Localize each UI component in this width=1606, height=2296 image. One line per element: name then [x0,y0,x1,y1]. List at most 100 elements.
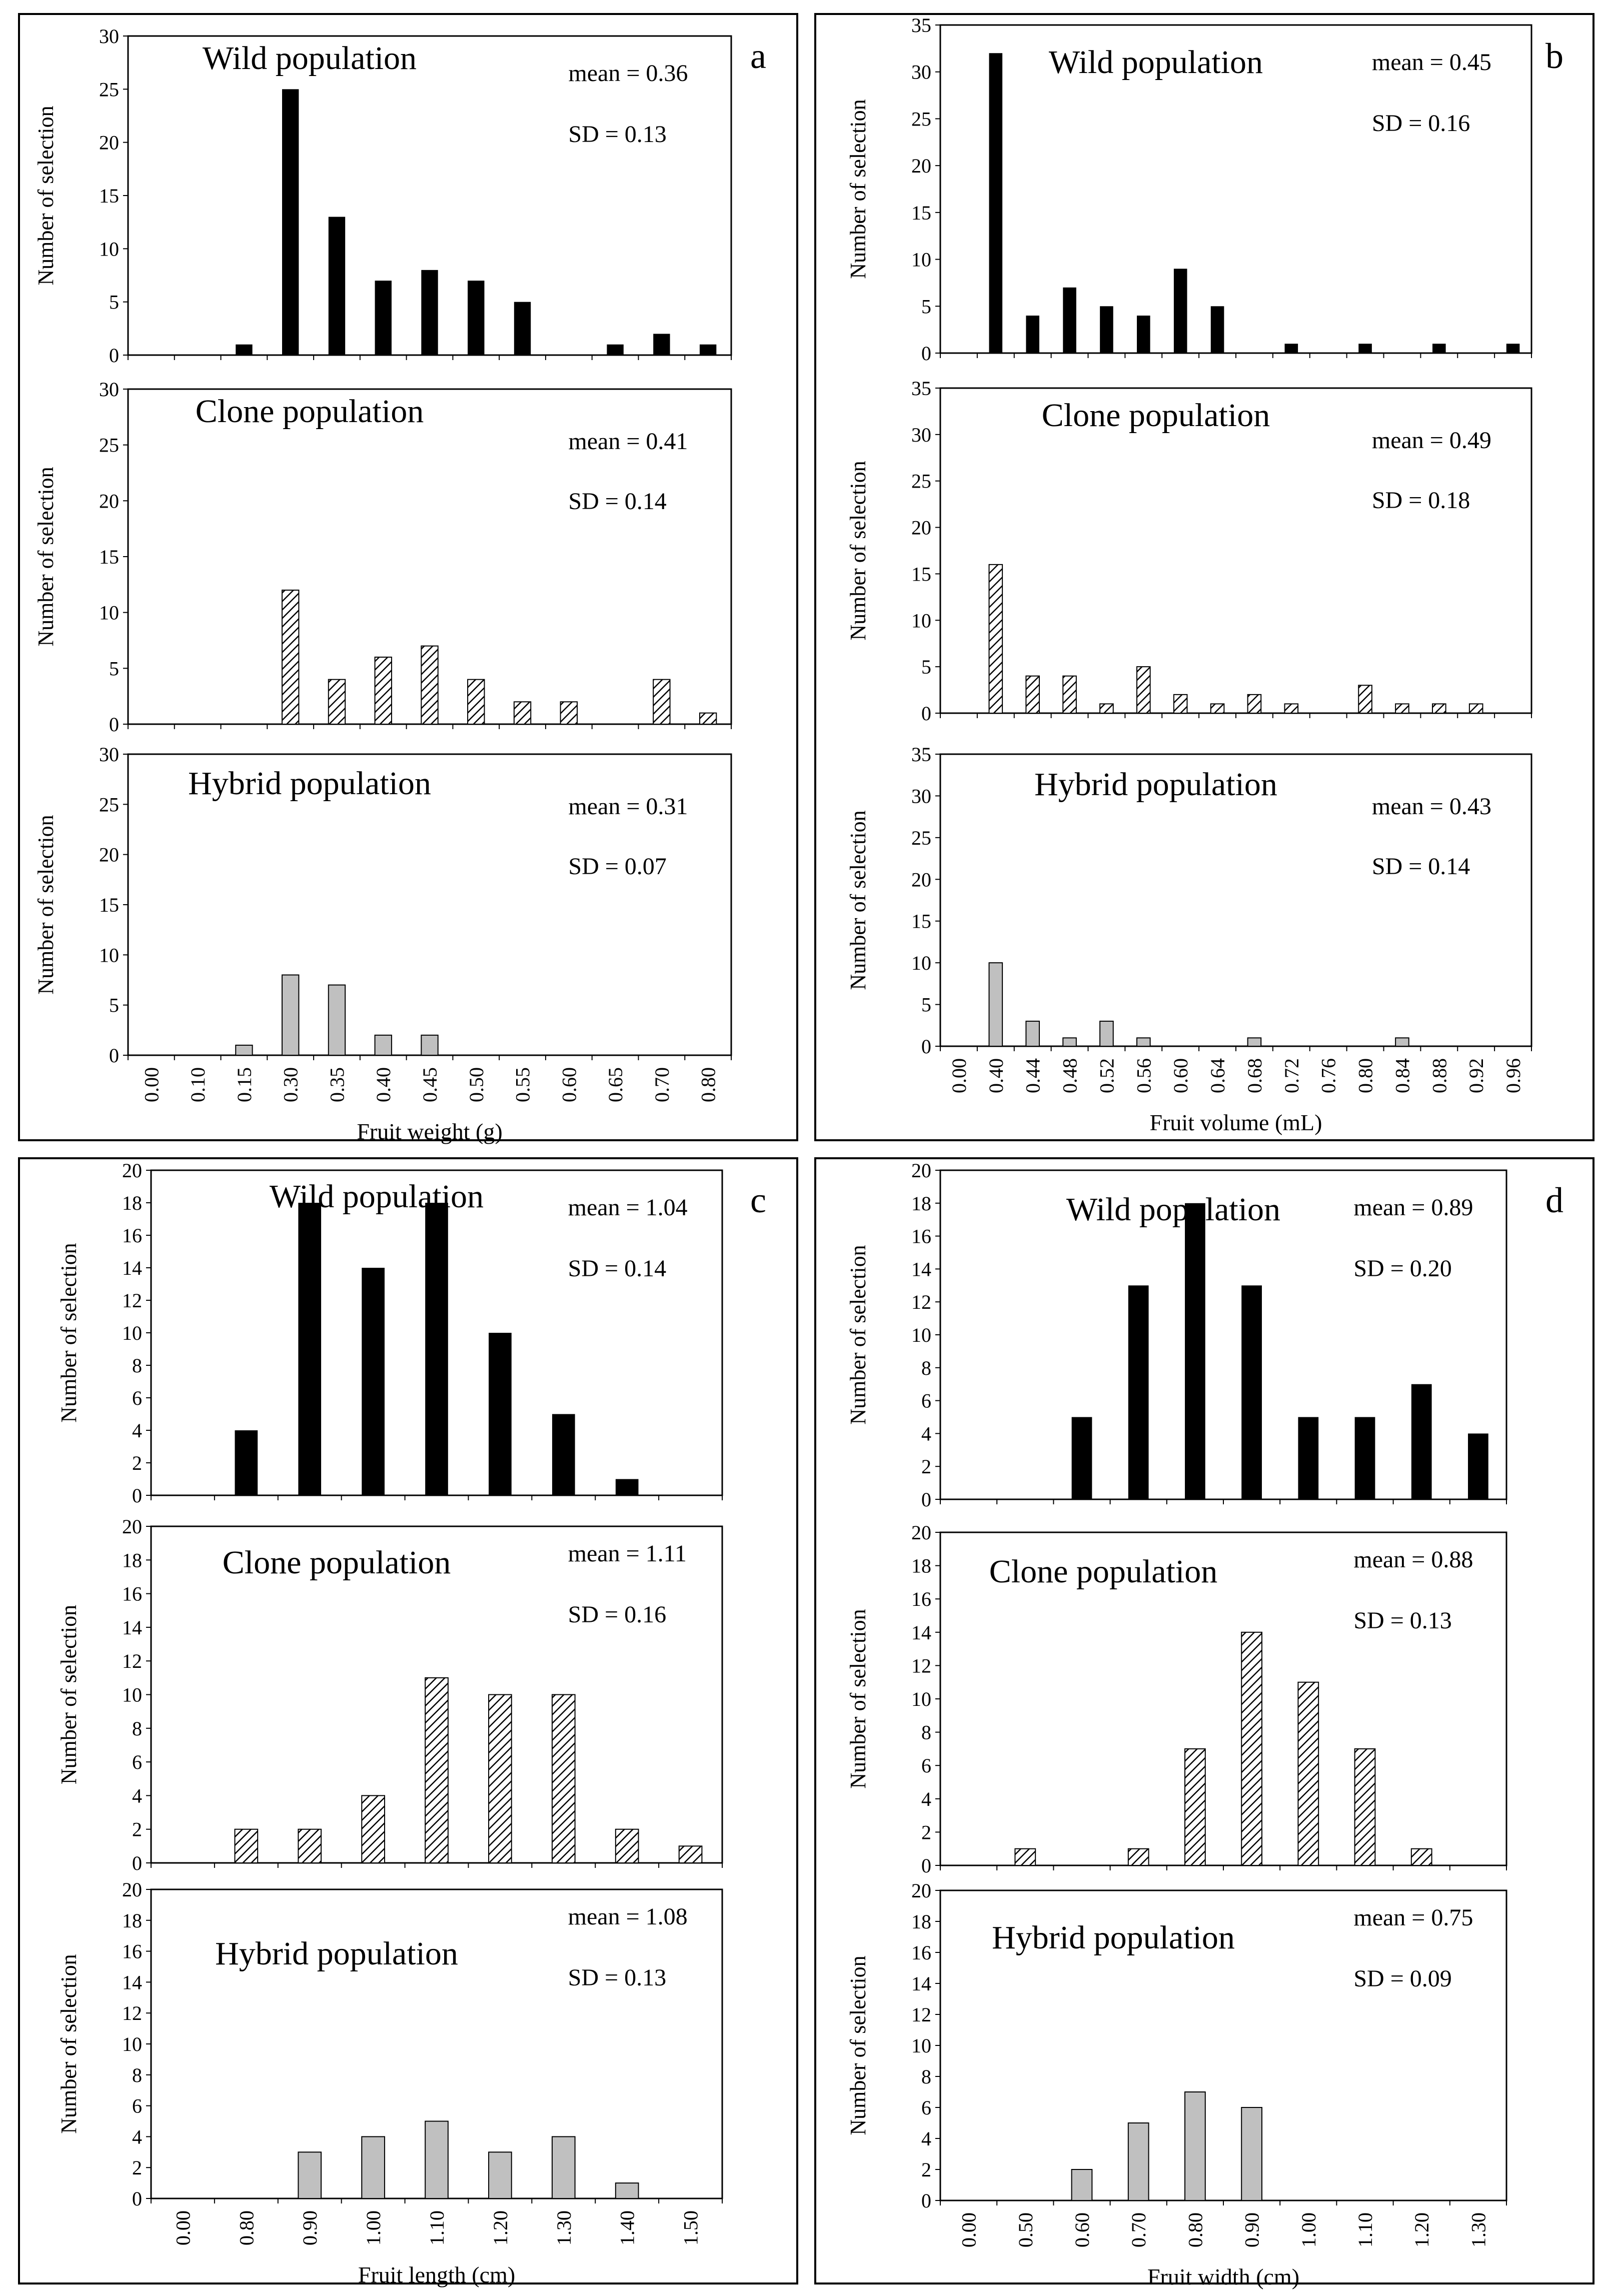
bar-clone-0.68 [1247,694,1262,714]
x-tick-label: 0.50 [465,1067,488,1102]
x-tick-label: 0.65 [604,1067,627,1102]
sd-label: SD = 0.16 [1372,110,1470,137]
y-tick-label: 6 [132,2095,142,2117]
bar-hybrid-0.45 [421,1034,439,1056]
y-tick-label: 5 [921,295,931,318]
subplot-clone: 0 2 4 6 8 10 12 14 16 18 20 Number of selection Clon… [846,1521,1507,1877]
y-tick-label: 30 [911,61,931,84]
bar-wild-0.56 [1137,316,1150,353]
y-tick-label: 10 [99,238,119,260]
y-tick-label: 14 [122,1616,142,1639]
x-axis-label: Fruit width (cm) [1147,2264,1299,2289]
sd-label: SD = 0.07 [568,853,666,880]
y-tick-label: 6 [132,1387,142,1409]
y-tick-label: 20 [99,490,119,512]
panel-b: b 0 5 10 15 20 25 30 35 Number of selection Wild p… [814,13,1594,1141]
bar-hybrid-0.84 [1395,1037,1409,1047]
y-tick-label: 20 [911,1521,931,1544]
y-tick-label: 0 [109,1044,119,1067]
bar-clone-0.35 [328,679,346,725]
bar-hybrid-1.30 [551,2136,576,2199]
mean-label: mean = 0.45 [1372,49,1491,76]
bar-hybrid-0.48 [1062,1037,1077,1047]
y-tick-label: 0 [921,1488,931,1511]
bar-wild-0.90 [298,1203,322,1495]
subplot-title: Clone population [989,1553,1217,1590]
y-tick-label: 6 [921,2096,931,2119]
bar-hybrid-0.44 [1025,1020,1040,1047]
y-tick-label: 12 [122,1289,142,1312]
y-tick-label: 16 [911,1588,931,1610]
y-axis-label: Number of selection [57,1605,81,1784]
bar-clone-0.52 [1099,703,1114,714]
bar-clone-0.48 [1062,675,1077,714]
x-tick-label: 0.80 [697,1067,720,1102]
bar-clone-0.50 [467,679,485,725]
x-tick-label: 0.44 [1022,1058,1044,1093]
sd-label: SD = 0.13 [1353,1607,1451,1634]
bar-wild-0.60 [1173,269,1187,353]
y-tick-label: 10 [911,952,931,974]
y-tick-label: 15 [99,546,119,568]
x-axis-label: Fruit volume (mL) [1150,1110,1322,1135]
bar-hybrid-0.70 [1127,2122,1149,2201]
mean-label: mean = 1.08 [568,1903,688,1930]
subplot-wild: 0 5 10 15 20 25 30 35 Number of selection Wild po… [846,14,1532,365]
x-tick-label: 0.00 [948,1058,970,1093]
x-tick-label: 0.80 [1184,2212,1206,2247]
y-tick-label: 18 [122,1549,142,1571]
x-tick-label: 0.40 [372,1067,395,1102]
bar-wild-1.10 [1354,1417,1375,1499]
bar-clone-1.50 [678,1845,703,1864]
y-tick-label: 18 [911,1192,931,1215]
y-tick-label: 25 [911,470,931,493]
y-tick-label: 4 [132,2125,142,2148]
x-tick-label: 0.45 [419,1067,441,1102]
y-tick-label: 18 [122,1909,142,1932]
bar-clone-0.90 [298,1828,322,1863]
sd-label: SD = 0.14 [1372,853,1470,880]
subplot-title: Hybrid population [1034,766,1277,803]
subplot-hybrid: 0 2 4 6 8 10 12 14 16 18 20 Number of selection Hybr… [846,1879,1507,2289]
x-tick-label: 0.90 [1241,2212,1263,2247]
subplot-title: Wild population [270,1178,484,1215]
y-tick-label: 14 [911,1258,931,1280]
sd-label: SD = 0.09 [1353,1965,1451,1992]
y-tick-label: 0 [132,1484,142,1507]
subplot-title: Hybrid population [215,1935,458,1972]
y-tick-label: 0 [921,342,931,365]
bar-hybrid-0.56 [1136,1037,1151,1047]
y-tick-label: 5 [109,291,119,314]
mean-label: mean = 0.43 [1372,793,1491,820]
y-tick-label: 4 [132,1784,142,1807]
panel-letter: c [750,1180,766,1220]
y-tick-label: 12 [911,1654,931,1677]
x-tick-label: 0.00 [958,2212,980,2247]
bar-clone-1.20 [488,1694,512,1863]
x-tick-label: 1.30 [553,2210,575,2245]
x-tick-label: 0.88 [1428,1058,1450,1093]
x-axis-label: Fruit weight (g) [357,1119,502,1144]
subplot-title: Hybrid population [992,1919,1235,1956]
x-tick-label: 1.20 [1410,2212,1433,2247]
bar-wild-0.48 [1063,287,1076,353]
x-tick-label: 0.56 [1132,1058,1155,1093]
y-tick-label: 6 [921,1754,931,1777]
y-tick-label: 18 [911,1555,931,1577]
y-tick-label: 10 [122,2033,142,2055]
bar-hybrid-0.40 [988,962,1003,1047]
mean-label: mean = 0.89 [1353,1194,1473,1221]
subplot-wild: 0 2 4 6 8 10 12 14 16 18 20 Number of selection Wild… [57,1159,723,1507]
bar-wild-0.52 [1100,306,1113,353]
y-axis-label: Number of selection [846,1955,870,2135]
x-tick-label: 0.68 [1243,1058,1266,1093]
bar-clone-0.60 [560,701,578,725]
y-tick-label: 4 [921,1422,931,1445]
x-tick-label: 0.96 [1502,1058,1524,1093]
bar-wild-0.15 [236,344,253,355]
sd-label: SD = 0.13 [568,121,666,148]
bar-wild-0.50 [468,281,485,355]
bar-hybrid-0.90 [1241,2107,1262,2201]
bar-wild-0.40 [375,281,392,355]
bar-wild-0.44 [1026,316,1039,353]
